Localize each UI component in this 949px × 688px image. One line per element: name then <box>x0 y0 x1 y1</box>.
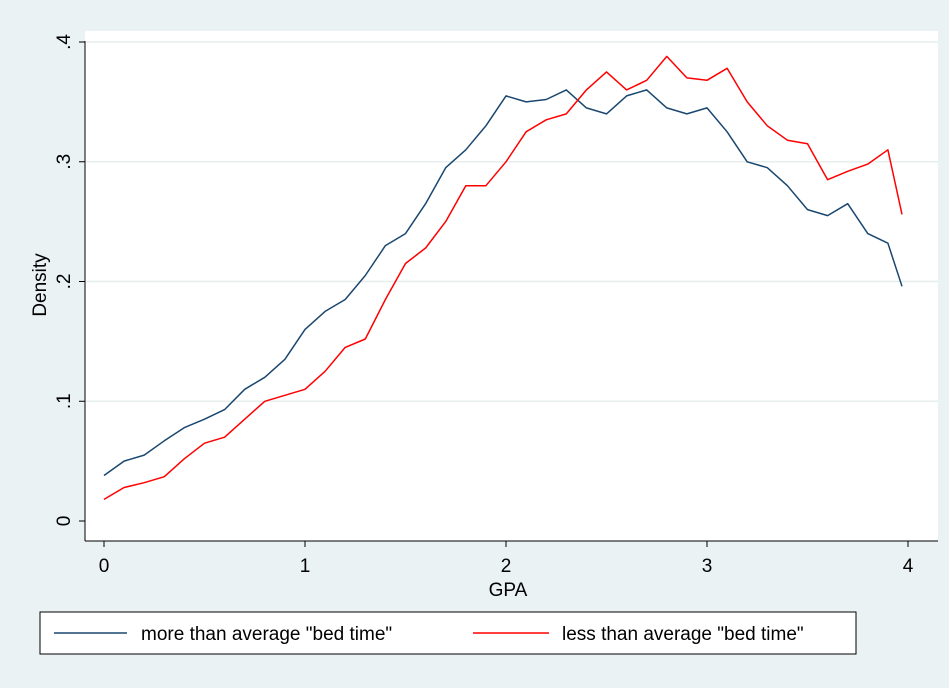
x-tick-label: 2 <box>501 556 512 577</box>
series-layer <box>103 55 903 501</box>
y-ticks: 0 .1 .2 .3 .4 <box>54 34 85 527</box>
x-tick-label: 3 <box>702 556 713 577</box>
y-tick-label: .1 <box>54 393 75 409</box>
x-tick-label: 1 <box>300 556 311 577</box>
legend-box <box>39 611 857 655</box>
plot-area <box>85 31 938 541</box>
gridlines <box>86 41 938 402</box>
x-ticks: 0 1 2 3 4 <box>99 541 914 577</box>
series-line-less-bed-time <box>103 55 903 501</box>
y-tick-label: .3 <box>54 154 75 170</box>
x-tick-label: 0 <box>99 556 110 577</box>
legend: more than average "bed time" less than a… <box>39 611 857 655</box>
series-line-more-bed-time <box>103 89 903 477</box>
y-tick-label: .4 <box>54 34 75 50</box>
y-axis-title: Density <box>30 253 51 317</box>
y-tick-label: 0 <box>54 516 75 527</box>
x-tick-label: 4 <box>903 556 914 577</box>
x-axis-title: GPA <box>489 580 528 601</box>
legend-label-less: less than average "bed time" <box>562 624 804 645</box>
y-tick-label: .2 <box>54 274 75 290</box>
legend-label-more: more than average "bed time" <box>141 624 392 645</box>
